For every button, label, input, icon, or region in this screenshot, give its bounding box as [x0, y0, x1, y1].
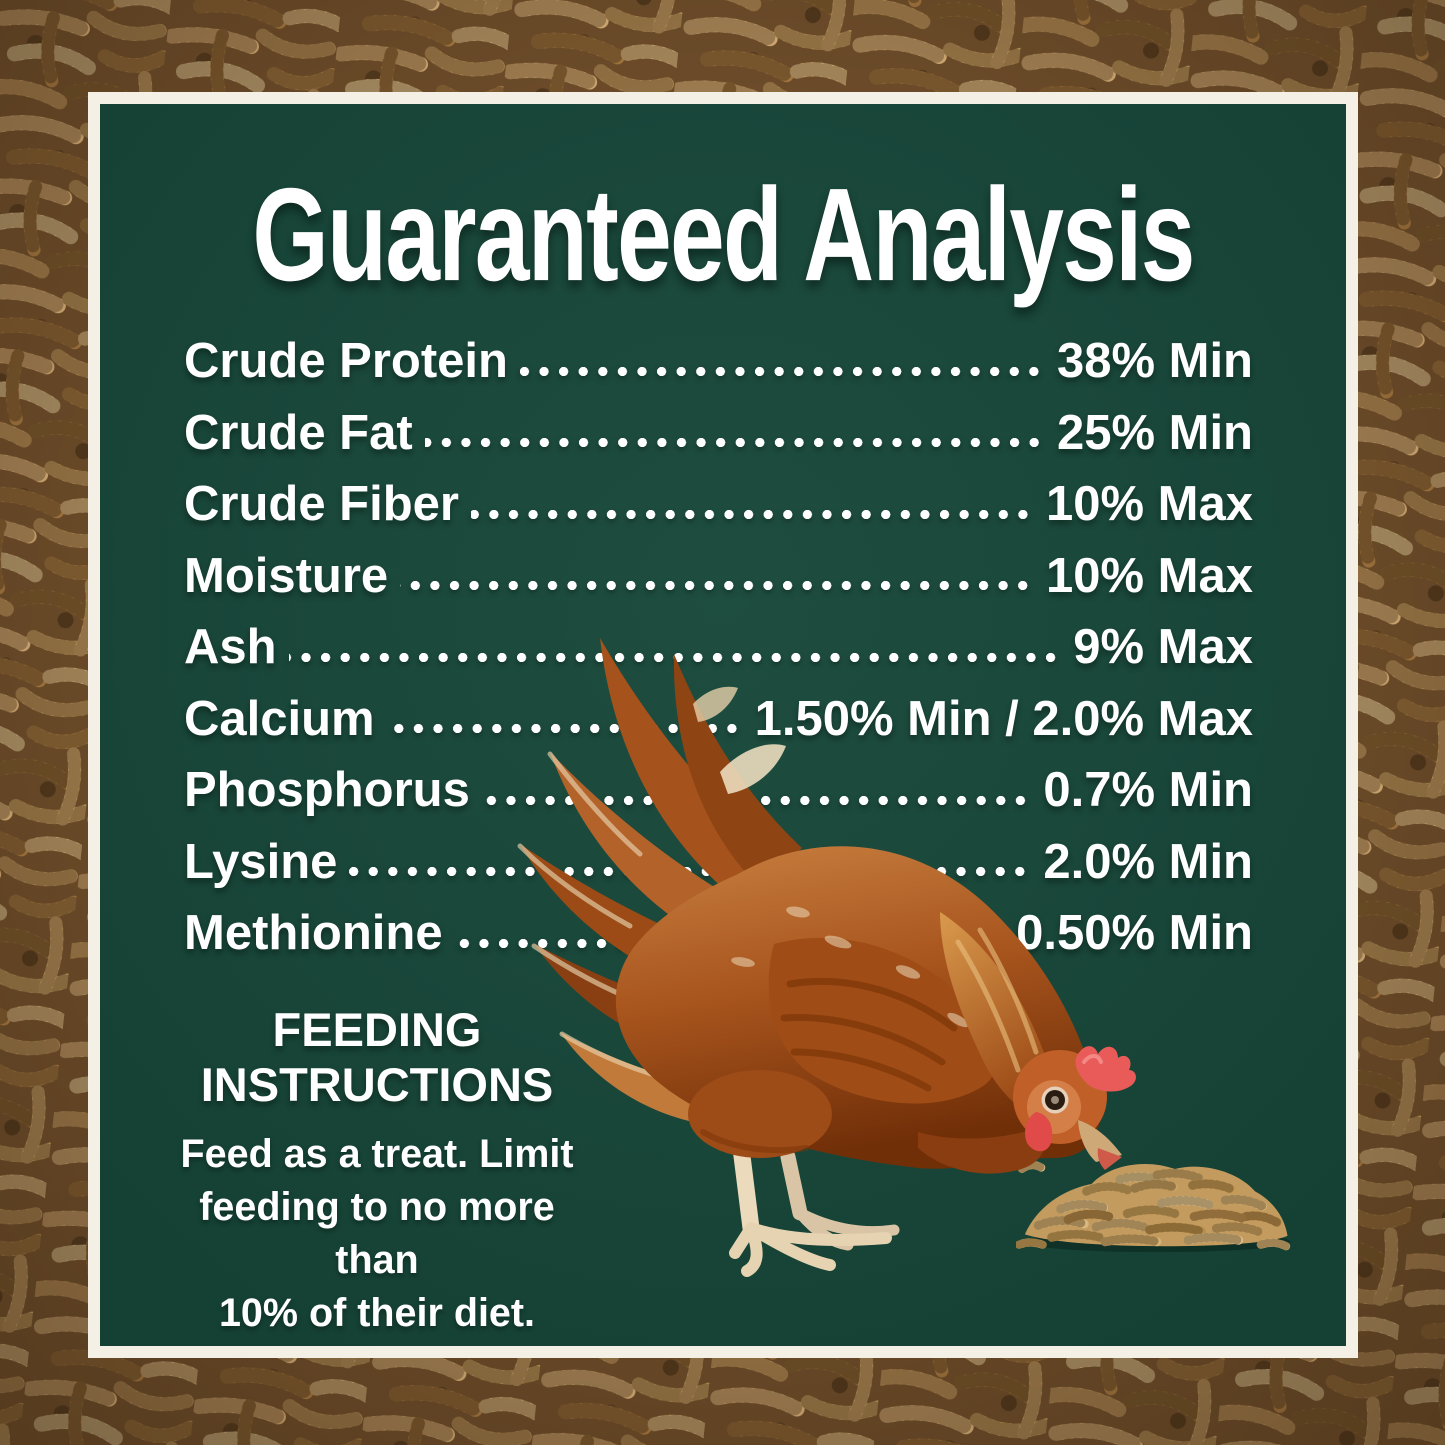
- analysis-row: Ash 9% Max: [184, 612, 1253, 684]
- feeding-body-line: Feed as a treat. Limit: [180, 1132, 574, 1176]
- panel-title-text: Guaranteed Analysis: [252, 160, 1195, 309]
- analysis-row: Moisture 10% Max: [184, 541, 1253, 613]
- nutrient-value: 2.0% Min: [1043, 834, 1253, 889]
- analysis-panel: Guaranteed Analysis Crude Protein 38% Mi…: [88, 92, 1358, 1358]
- nutrient-value: 38% Min: [1056, 334, 1253, 388]
- feeding-instructions-heading: FEEDING INSTRUCTIONS: [172, 1002, 582, 1112]
- dotted-leader: [288, 650, 1064, 664]
- nutrient-value: 0.50% Min: [1016, 906, 1253, 960]
- feeding-heading-line: INSTRUCTIONS: [200, 1058, 554, 1111]
- chicken-photo: [517, 638, 1136, 1277]
- nutrient-value: 9% Max: [1073, 620, 1253, 674]
- analysis-row: Crude Fat 25% Min: [184, 398, 1253, 470]
- nutrient-label: Crude Fiber: [184, 477, 459, 531]
- feeding-instructions-body: Feed as a treat. Limit feeding to no mor…: [172, 1128, 582, 1340]
- analysis-row: Crude Protein 38% Min: [184, 326, 1253, 398]
- dotted-leader: [470, 507, 1036, 521]
- nutrient-value: 10% Max: [1045, 548, 1253, 603]
- nutrient-value: 0.7% Min: [1043, 763, 1253, 817]
- nutrient-value: 10% Max: [1045, 477, 1253, 531]
- mealworm-pile-photo: [1016, 1160, 1291, 1253]
- dotted-leader: [424, 436, 1047, 449]
- analysis-row: Crude Fiber 10% Max: [184, 469, 1253, 541]
- dotted-leader: [400, 579, 1036, 592]
- nutrient-label: Methionine: [184, 906, 443, 960]
- nutrient-label: Crude Fat: [184, 405, 413, 460]
- guaranteed-analysis-table: Crude Protein 38% Min Crude Fat 25% Min …: [184, 326, 1253, 970]
- nutrient-label: Phosphorus: [184, 763, 470, 817]
- feeding-body-line: feeding to no more than: [199, 1185, 555, 1282]
- nutrient-label: Crude Protein: [184, 334, 508, 388]
- feeding-body-line: 10% of their diet.: [218, 1291, 536, 1335]
- nutrient-value: 25% Min: [1056, 405, 1253, 460]
- feeding-heading-line: FEEDING: [272, 1003, 482, 1056]
- panel-title: Guaranteed Analysis: [100, 161, 1346, 312]
- analysis-row: Phosphorus 0.7% Min: [184, 755, 1253, 827]
- nutrient-label: Lysine: [184, 834, 338, 889]
- feeding-instructions: FEEDING INSTRUCTIONS Feed as a treat. Li…: [172, 1002, 582, 1340]
- analysis-row: Calcium 1.50% Min / 2.0% Max: [184, 684, 1253, 756]
- dotted-leader: [519, 364, 1047, 378]
- nutrient-label: Ash: [184, 620, 277, 674]
- nutrient-value: 1.50% Min / 2.0% Max: [754, 691, 1253, 746]
- nutrient-label: Calcium: [184, 691, 375, 746]
- nutrient-label: Moisture: [184, 548, 389, 603]
